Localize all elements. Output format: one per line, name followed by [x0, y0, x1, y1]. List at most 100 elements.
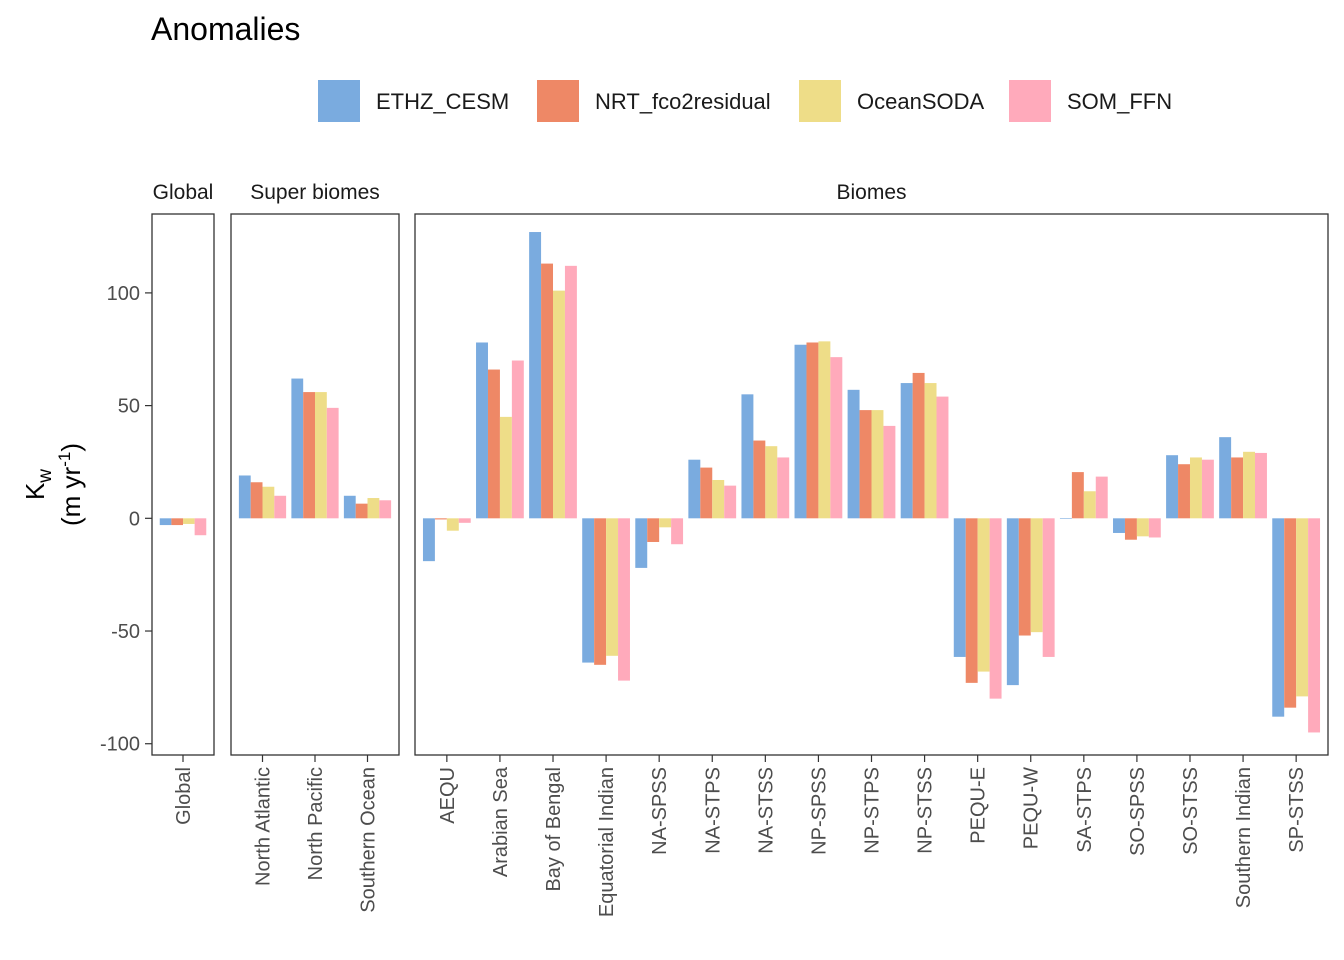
- bar-na-stps-som_ffn: [724, 485, 737, 519]
- bar-global-oceansoda: [183, 518, 195, 524]
- legend: ETHZ_CESM NRT_fco2residual OceanSODA SOM_FF…: [318, 80, 1172, 122]
- x-tick-label: NP-STSS: [915, 767, 937, 854]
- y-tick-label: -100: [100, 734, 140, 756]
- x-tick-label: Equatorial Indian: [596, 767, 618, 917]
- bar-pequ-w-som_ffn: [1042, 518, 1055, 657]
- x-tick-label: SP-STSS: [1286, 767, 1308, 853]
- bar-np-stps-oceansoda: [871, 410, 884, 519]
- y-axis-unit: (m yr-1): [55, 443, 86, 526]
- bar-north-atlantic-ethz_cesm: [238, 475, 251, 519]
- bar-sp-stss-som_ffn: [1308, 518, 1321, 733]
- y-tick-label: 100: [107, 283, 140, 305]
- bar-southern-ocean-nrt_fco2residual: [355, 503, 368, 519]
- y-axis-subscript: w: [35, 469, 56, 484]
- bar-pequ-e-ethz_cesm: [953, 518, 966, 657]
- bar-np-stps-ethz_cesm: [847, 389, 860, 519]
- bar-sp-stss-nrt_fco2residual: [1284, 518, 1297, 708]
- x-tick-label: SO-SPSS: [1127, 767, 1149, 856]
- bar-pequ-e-som_ffn: [989, 518, 1002, 699]
- bar-na-spss-som_ffn: [671, 518, 684, 545]
- bar-equatorial-indian-nrt_fco2residual: [594, 518, 607, 665]
- bar-southern-ocean-oceansoda: [367, 498, 380, 519]
- bar-bay-of-bengal-som_ffn: [564, 265, 577, 519]
- bar-southern-indian-ethz_cesm: [1219, 437, 1232, 519]
- bar-np-stss-som_ffn: [936, 396, 949, 519]
- bar-np-stss-ethz_cesm: [900, 383, 913, 519]
- bar-southern-indian-nrt_fco2residual: [1231, 457, 1244, 519]
- legend-swatch: [799, 80, 841, 122]
- y-axis: -100 -50 0 50 100: [100, 283, 152, 756]
- legend-swatch: [1009, 80, 1051, 122]
- x-tick-label: NP-STPS: [862, 767, 884, 854]
- bar-sa-stps-ethz_cesm: [1059, 518, 1072, 519]
- legend-swatch: [318, 80, 360, 122]
- bar-arabian-sea-nrt_fco2residual: [487, 369, 500, 519]
- y-tick-label: -50: [111, 621, 140, 643]
- panels: Global Global Super biomes North Atlantic No…: [151, 181, 1329, 917]
- bar-pequ-w-nrt_fco2residual: [1018, 518, 1031, 636]
- bar-arabian-sea-oceansoda: [499, 416, 512, 519]
- bar-sa-stps-som_ffn: [1095, 476, 1108, 519]
- legend-item-nrt_fco2residual: NRT_fco2residual: [537, 80, 771, 122]
- y-tick-label: 50: [118, 396, 140, 418]
- y-axis-title-line1: Kw: [20, 469, 56, 500]
- bar-so-spss-nrt_fco2residual: [1124, 518, 1137, 540]
- bar-na-stss-oceansoda: [765, 446, 778, 519]
- legend-item-som_ffn: SOM_FFN: [1009, 80, 1172, 122]
- bar-north-atlantic-som_ffn: [274, 495, 287, 519]
- bar-so-spss-oceansoda: [1136, 518, 1149, 537]
- bar-north-atlantic-oceansoda: [262, 486, 275, 519]
- x-tick-label: AEQU: [437, 767, 459, 824]
- bar-np-spss-ethz_cesm: [794, 344, 807, 519]
- x-tick-label: SA-STPS: [1074, 767, 1096, 853]
- bar-so-spss-som_ffn: [1148, 518, 1161, 538]
- x-tick-label: NA-STSS: [755, 767, 777, 854]
- bar-equatorial-indian-ethz_cesm: [582, 518, 595, 663]
- bar-arabian-sea-ethz_cesm: [476, 342, 488, 519]
- bar-aequ-ethz_cesm: [422, 518, 435, 562]
- bar-north-pacific-ethz_cesm: [291, 378, 304, 519]
- panel-border: [414, 213, 1329, 756]
- bar-np-stss-oceansoda: [924, 383, 937, 519]
- bar-aequ-som_ffn: [458, 518, 471, 523]
- bar-sp-stss-oceansoda: [1296, 518, 1309, 697]
- bar-so-spss-ethz_cesm: [1113, 518, 1125, 533]
- y-axis-title: Kw (m yr-1): [20, 443, 86, 526]
- panel-global: Global Global: [151, 181, 215, 825]
- bar-np-spss-som_ffn: [830, 357, 843, 519]
- chart-title: Anomalies: [151, 11, 300, 47]
- bar-aequ-oceansoda: [446, 518, 459, 531]
- bar-bay-of-bengal-oceansoda: [553, 290, 565, 519]
- bar-equatorial-indian-oceansoda: [606, 518, 619, 656]
- bar-so-stss-nrt_fco2residual: [1178, 464, 1190, 519]
- legend-label: OceanSODA: [857, 89, 984, 114]
- bar-southern-ocean-ethz_cesm: [343, 495, 356, 519]
- bar-sa-stps-nrt_fco2residual: [1071, 472, 1084, 519]
- bar-southern-ocean-som_ffn: [379, 500, 392, 519]
- facet-label: Super biomes: [250, 181, 380, 204]
- bar-pequ-e-nrt_fco2residual: [965, 518, 978, 683]
- bar-bay-of-bengal-ethz_cesm: [529, 232, 542, 519]
- bar-pequ-w-ethz_cesm: [1006, 518, 1019, 686]
- bar-na-stss-ethz_cesm: [741, 394, 754, 519]
- bar-so-stss-som_ffn: [1201, 459, 1214, 519]
- x-tick-label: Bay of Bengal: [543, 767, 565, 892]
- facet-label: Biomes: [836, 181, 906, 204]
- bar-na-spss-ethz_cesm: [635, 518, 648, 568]
- legend-label: ETHZ_CESM: [376, 89, 509, 114]
- x-tick-label: NA-SPSS: [649, 767, 671, 855]
- bar-na-stss-som_ffn: [777, 457, 790, 519]
- bar-north-atlantic-nrt_fco2residual: [250, 482, 263, 519]
- bar-so-stss-oceansoda: [1189, 457, 1202, 519]
- bar-na-stps-oceansoda: [712, 479, 725, 519]
- bar-np-stps-som_ffn: [883, 425, 896, 519]
- x-tick-label: Arabian Sea: [490, 766, 512, 877]
- bar-southern-indian-som_ffn: [1255, 452, 1267, 519]
- x-tick-label: Southern Ocean: [358, 767, 380, 913]
- x-tick-label: SO-STSS: [1180, 767, 1202, 855]
- legend-swatch: [537, 80, 579, 122]
- bar-sp-stss-ethz_cesm: [1272, 518, 1285, 717]
- bar-pequ-e-oceansoda: [977, 518, 990, 672]
- panel-border: [230, 213, 400, 756]
